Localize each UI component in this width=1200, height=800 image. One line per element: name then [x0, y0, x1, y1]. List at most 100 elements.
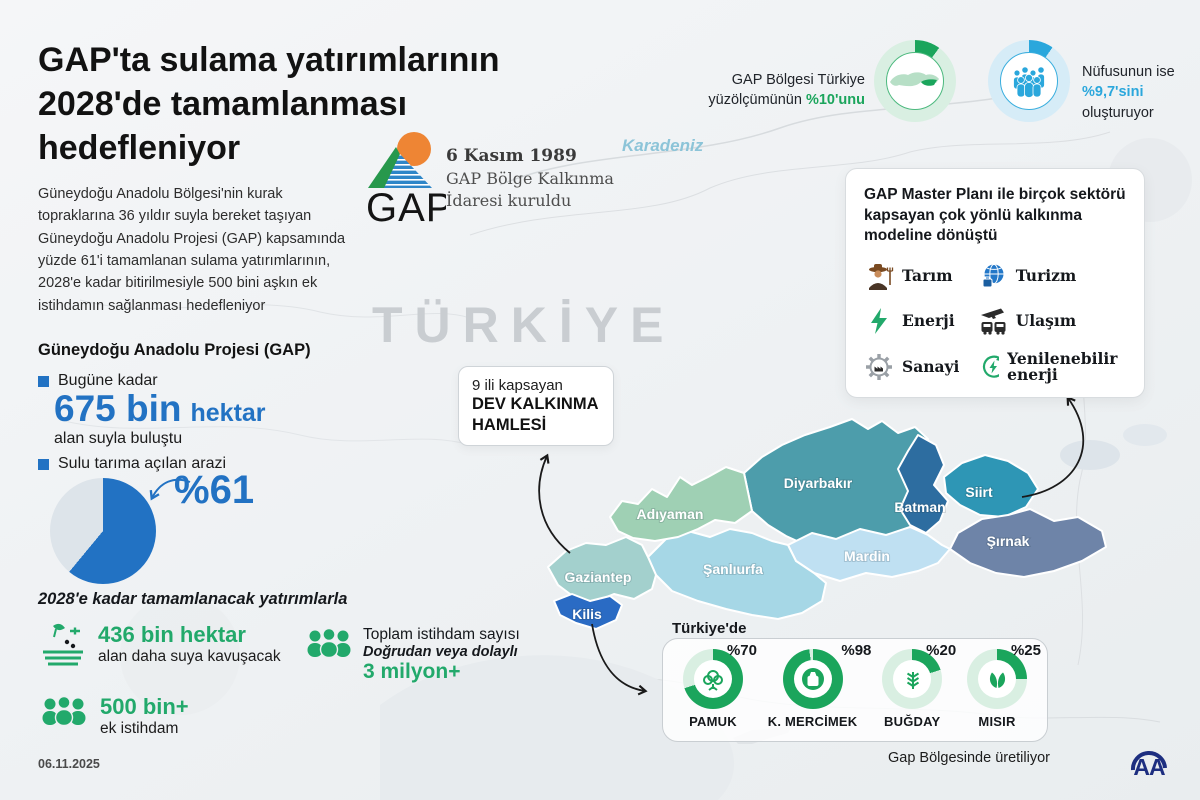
- aa-agency-logo: AA: [1130, 751, 1167, 780]
- province-label-sanliurfa: Şanlıurfa: [703, 561, 763, 577]
- crop-percent: %25: [1010, 642, 1041, 659]
- bugday-donut-chart: [882, 649, 943, 709]
- province-label-adiyaman: Adıyaman: [637, 506, 704, 522]
- population-line1: Nüfusunun ise: [1082, 64, 1175, 80]
- future-item1-value: 436 bin hektar: [98, 622, 246, 647]
- crop-name: MISIR: [978, 714, 1016, 729]
- stat2-label: Sulu tarıma açılan arazi: [58, 455, 227, 472]
- stat1-caption: alan suyla buluştu: [54, 430, 183, 447]
- sector-yenilenebilir: Yenilenebilir enerji: [978, 348, 1126, 385]
- sector-label: Tarım: [902, 265, 953, 285]
- province-label-kilis: Kilis: [572, 606, 602, 622]
- development-callout: 9 ili kapsayan DEV KALKINMA HAMLESİ: [458, 366, 614, 447]
- sun-icon: [397, 132, 431, 166]
- renewable-energy-icon: [982, 355, 1000, 378]
- province-label-siirt: Siirt: [965, 484, 993, 500]
- future-heading: 2028'e kadar tamamlanacak yatırımlarla: [38, 590, 348, 608]
- province-sirnak: [949, 508, 1107, 578]
- gap-logo-text: GAP: [366, 186, 446, 222]
- sector-label: Enerji: [902, 310, 955, 330]
- province-label-sirnak: Şırnak: [987, 533, 1030, 549]
- area-stat-line1: GAP Bölgesi Türkiye: [731, 72, 865, 88]
- turkiye-watermark: TÜRKİYE: [372, 297, 676, 353]
- sector-label: Turizm: [1015, 265, 1077, 285]
- future-item-employment: 500 bin+ ek istihdam: [40, 694, 189, 739]
- pamuk-donut-chart: [683, 649, 743, 709]
- intro-paragraph: Güneydoğu Anadolu Bölgesi'nin kurak topr…: [38, 186, 346, 314]
- gap-section-heading: Güneydoğu Anadolu Projesi (GAP): [38, 341, 311, 359]
- aa-logo-text: AA: [1133, 754, 1165, 780]
- province-siirt: [943, 454, 1039, 518]
- misir-donut-chart: [966, 649, 1027, 709]
- population-stat-text: Nüfusunun ise %9,7'sini oluşturuyor: [1082, 62, 1197, 123]
- callout-line1: 9 ili kapsayan: [472, 377, 563, 394]
- wheat-icon: [907, 672, 920, 689]
- stat2-label-row: Sulu tarıma açılan arazi: [38, 455, 226, 473]
- future-item2-caption: ek istihdam: [100, 720, 179, 738]
- crops-footer: Gap Bölgesinde üretiliyor: [887, 750, 1050, 766]
- sector-label: Ulaşım: [1015, 310, 1077, 330]
- publish-date: 06.11.2025: [38, 757, 100, 771]
- employment-value: 3 milyon+: [363, 660, 461, 683]
- title-line-1: GAP'ta sulama yatırımlarının: [38, 41, 500, 79]
- crop-bugday: %20 BUĞDAY: [882, 642, 956, 741]
- founding-caption: GAP Bölge Kalkınma İdaresi kuruldu: [446, 168, 614, 211]
- founding-date: 6 Kasım 1989: [446, 146, 577, 166]
- bullet-square-icon: [38, 375, 49, 387]
- sack-icon: [801, 668, 824, 690]
- province-label-mardin: Mardin: [844, 548, 890, 564]
- total-employment-block: Toplam istihdam sayısı Doğrudan veya dol…: [305, 626, 520, 684]
- future-item1-caption: alan daha suya kavuşacak: [98, 648, 281, 666]
- title-line-2: 2028'de tamamlanması: [38, 85, 408, 124]
- employment-line2: Doğrudan veya dolaylı: [363, 644, 518, 660]
- founding-caption-line1: GAP Bölge Kalkınma: [446, 169, 614, 188]
- population-crowd-icon: [1013, 66, 1045, 98]
- province-batman: [897, 434, 949, 534]
- globe-icon: [982, 263, 1004, 288]
- bullet-square-icon: [38, 458, 49, 470]
- leaf-icon: [989, 672, 1006, 688]
- sector-label: Yenilenebilir enerji: [1007, 348, 1118, 385]
- sector-tarim: Tarım: [864, 261, 972, 291]
- province-kilis: [553, 593, 623, 630]
- sector-enerji: Enerji: [864, 306, 972, 336]
- employment-line1: Toplam istihdam sayısı: [363, 626, 520, 643]
- sector-ulasim: Ulaşım: [978, 306, 1126, 336]
- crop-percent: %70: [726, 642, 757, 659]
- turkiye-de-label: Türkiye'de: [672, 620, 747, 637]
- province-adiyaman: [609, 466, 753, 542]
- sector-turizm: Turizm: [978, 261, 1126, 291]
- sector-sanayi: Sanayi: [864, 351, 972, 384]
- future-item2-value: 500 bin+: [100, 694, 189, 719]
- crop-percent: %20: [926, 642, 957, 659]
- callout-line2: DEV KALKINMA: [472, 395, 599, 413]
- master-plan-card: GAP Master Planı ile birçok sektörü kaps…: [845, 168, 1145, 399]
- province-sanliurfa: [647, 528, 827, 620]
- province-label-diyarbakir: Diyarbakır: [784, 475, 853, 491]
- title-line-3: hedefleniyor: [38, 129, 241, 168]
- gap-logo: GAP: [366, 132, 446, 222]
- crop-misir: %25 MISIR: [966, 642, 1041, 741]
- area-stat-highlight: %10'unu: [805, 92, 865, 109]
- crops-production-box: %70 PAMUK %98 K. MERCİMEK: [662, 638, 1048, 742]
- bolt-icon: [871, 307, 887, 334]
- area-stat-text: GAP Bölgesi Türkiye yüzölçümünün %10'unu: [700, 70, 865, 111]
- crop-pamuk: %70 PAMUK: [683, 642, 757, 741]
- population-donut-chart: [988, 40, 1070, 122]
- area-stat-line2: yüzölçümünün: [708, 92, 802, 109]
- province-label-batman: Batman: [894, 499, 945, 515]
- page-title: GAP'ta sulama yatırımlarının 2028'de tam…: [38, 38, 558, 171]
- stat1-intro-row: Bugüne kadar: [38, 372, 158, 390]
- province-label-gaziantep: Gaziantep: [565, 569, 632, 585]
- people-icon: [42, 695, 86, 727]
- crop-name: K. MERCİMEK: [767, 714, 858, 729]
- stat1-value: 675 bin: [54, 388, 182, 429]
- crop-name: BUĞDAY: [884, 714, 941, 729]
- water-icon: [384, 154, 432, 188]
- stat1-unit: hektar: [190, 399, 266, 427]
- stat2-percent: %61: [174, 468, 255, 512]
- pie-pointer-arrow: [149, 478, 191, 501]
- mercimek-donut-chart: [782, 649, 843, 709]
- province-mardin: [787, 526, 951, 582]
